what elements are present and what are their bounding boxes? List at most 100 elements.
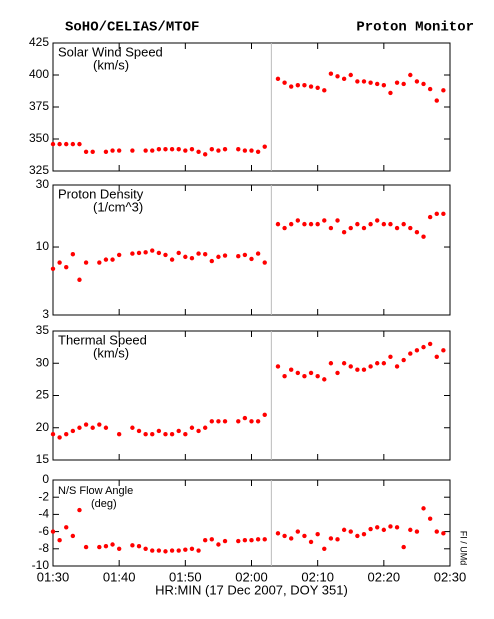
data-point [176, 250, 181, 256]
data-point [381, 361, 387, 366]
data-point [282, 225, 287, 231]
data-point [401, 221, 406, 227]
data-point [196, 251, 201, 256]
data-point [64, 264, 69, 270]
y-tick-label: -8 [38, 541, 49, 555]
data-point [308, 84, 314, 89]
data-point [103, 149, 109, 154]
data-point [130, 543, 135, 548]
data-point [70, 533, 76, 539]
data-point [77, 425, 82, 430]
data-point [189, 256, 195, 261]
data-point [335, 537, 340, 542]
data-point [414, 348, 420, 353]
data-point [163, 549, 168, 554]
data-point [394, 80, 400, 85]
data-point [361, 225, 367, 231]
data-point [328, 536, 334, 541]
data-point [216, 254, 221, 260]
data-point [302, 221, 307, 227]
data-point [289, 84, 294, 89]
x-tick-label: 02:30 [434, 569, 467, 584]
data-point [90, 425, 95, 430]
data-point [202, 425, 208, 430]
data-point [427, 214, 433, 220]
data-point [97, 422, 102, 427]
data-point [441, 88, 446, 93]
data-point [381, 221, 387, 227]
data-point [335, 218, 340, 223]
data-point [335, 74, 340, 79]
data-point [150, 248, 155, 253]
data-point [103, 544, 109, 549]
data-point [209, 258, 214, 264]
data-point [255, 149, 261, 154]
y-tick-label: 375 [29, 99, 49, 113]
data-point [394, 225, 400, 231]
data-point [57, 435, 62, 440]
data-point [427, 516, 433, 521]
data-point [130, 425, 135, 430]
data-point [441, 348, 446, 353]
data-point [136, 250, 142, 256]
data-point [216, 542, 221, 547]
data-point [255, 537, 261, 542]
data-point [183, 547, 188, 552]
panel-units: (deg) [91, 498, 117, 510]
data-point [163, 252, 168, 258]
y-tick-label: 425 [29, 35, 49, 49]
data-point [355, 533, 360, 539]
data-point [64, 525, 69, 530]
data-point [156, 548, 162, 553]
data-point [242, 252, 248, 258]
data-point [361, 531, 367, 537]
data-point [421, 344, 426, 350]
data-point [421, 506, 426, 511]
data-point [388, 524, 393, 529]
panel-units: (km/s) [93, 345, 129, 360]
data-point [196, 149, 201, 154]
data-point [368, 364, 373, 369]
data-point [328, 71, 334, 76]
data-point [50, 529, 56, 534]
data-point [315, 221, 320, 227]
data-point [275, 76, 281, 82]
y-tick-label: -2 [38, 489, 49, 503]
data-point [183, 432, 188, 437]
data-point [427, 341, 433, 347]
data-point [434, 98, 439, 103]
data-point [341, 76, 347, 82]
y-tick-label: 3 [42, 307, 49, 321]
data-point [441, 211, 446, 217]
data-point [295, 370, 301, 376]
data-point [328, 361, 334, 366]
data-point [262, 144, 267, 149]
data-point [77, 277, 82, 282]
data-point [388, 354, 393, 359]
data-point [282, 80, 287, 85]
data-point [315, 85, 320, 91]
data-point [315, 531, 320, 537]
data-point [222, 253, 228, 258]
data-point [196, 428, 201, 434]
data-point [322, 218, 327, 223]
data-point [156, 428, 162, 434]
data-point [110, 542, 115, 547]
y-tick-label: 400 [29, 67, 49, 81]
data-point [355, 79, 360, 84]
data-point [143, 148, 148, 153]
data-point [169, 257, 175, 262]
x-tick-label: 01:40 [103, 569, 136, 584]
data-point [143, 432, 148, 437]
data-point [368, 80, 373, 85]
data-point [202, 538, 208, 543]
data-point [282, 373, 287, 379]
data-point [375, 361, 380, 366]
data-point [189, 147, 195, 152]
data-point [408, 351, 413, 356]
data-point [341, 230, 347, 235]
data-point [434, 529, 439, 534]
data-point [262, 412, 267, 418]
data-point [335, 370, 340, 376]
